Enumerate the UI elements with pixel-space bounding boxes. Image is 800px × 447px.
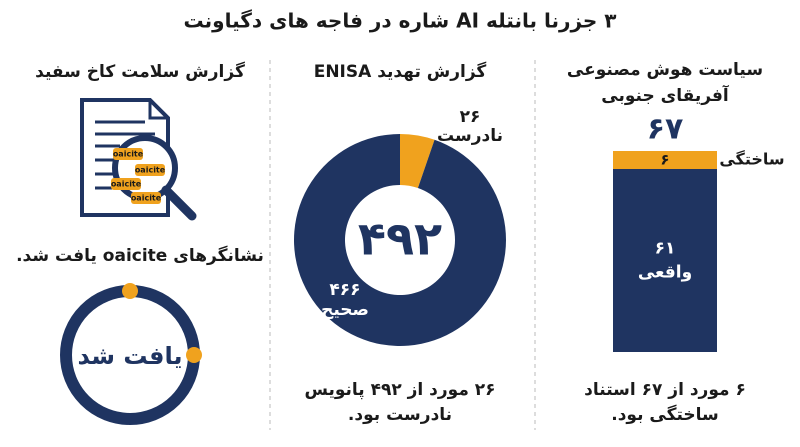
value-label: ۶ — [660, 151, 669, 169]
chart-caption: ۶ مورد از ۶۷ استناد — [584, 380, 746, 400]
value-label: ۴۶۶ — [329, 280, 360, 300]
donut-segment — [400, 134, 435, 189]
chart-title: گزارش تهدید ENISA — [314, 61, 487, 82]
icon-tag-label: oaicite — [131, 194, 162, 203]
badge-text: یافت شد — [78, 342, 183, 370]
chart-caption: نادرست بود. — [348, 405, 452, 425]
donut-segment — [294, 134, 506, 346]
icon-tag — [113, 148, 143, 160]
bar-segment — [613, 151, 717, 169]
panel-title: گزارش سلامت کاخ سفید — [35, 61, 245, 82]
icon-tag — [131, 192, 161, 204]
series-label: ساختگی — [719, 150, 784, 169]
badge-dot — [186, 347, 202, 363]
series-label: واقعی — [638, 263, 692, 283]
panel-caption: نشانگرهای oaicite یافت شد. — [16, 245, 264, 266]
value-label: ۲۶ — [460, 107, 481, 127]
badge-dot — [122, 283, 138, 299]
icon-tag — [111, 178, 141, 190]
main-title: ۳ جزرنا بانتله AI شاره در فاجه های دگیاو… — [183, 9, 616, 33]
value-label: ۶۱ — [655, 239, 676, 259]
category-label: نادرست — [437, 126, 503, 146]
category-label: صحیح — [321, 300, 369, 320]
chart-title: سیاست هوش مصنوعی — [567, 60, 763, 80]
icon-tag — [135, 164, 165, 176]
chart-title: آفریقای جنوبی — [601, 84, 730, 106]
bar-segment — [613, 169, 717, 352]
chart-caption: ساختگی بود. — [611, 404, 719, 425]
icon-tag-label: oaicite — [111, 180, 142, 189]
icon-tag-label: oaicite — [113, 150, 144, 159]
center-label: ۴۹۲ — [358, 212, 442, 266]
chart-caption: ۲۶ مورد از ۴۹۲ پانویس — [304, 380, 495, 400]
total-label: ۶۷ — [647, 112, 684, 147]
icon-tag-label: oaicite — [135, 166, 166, 175]
